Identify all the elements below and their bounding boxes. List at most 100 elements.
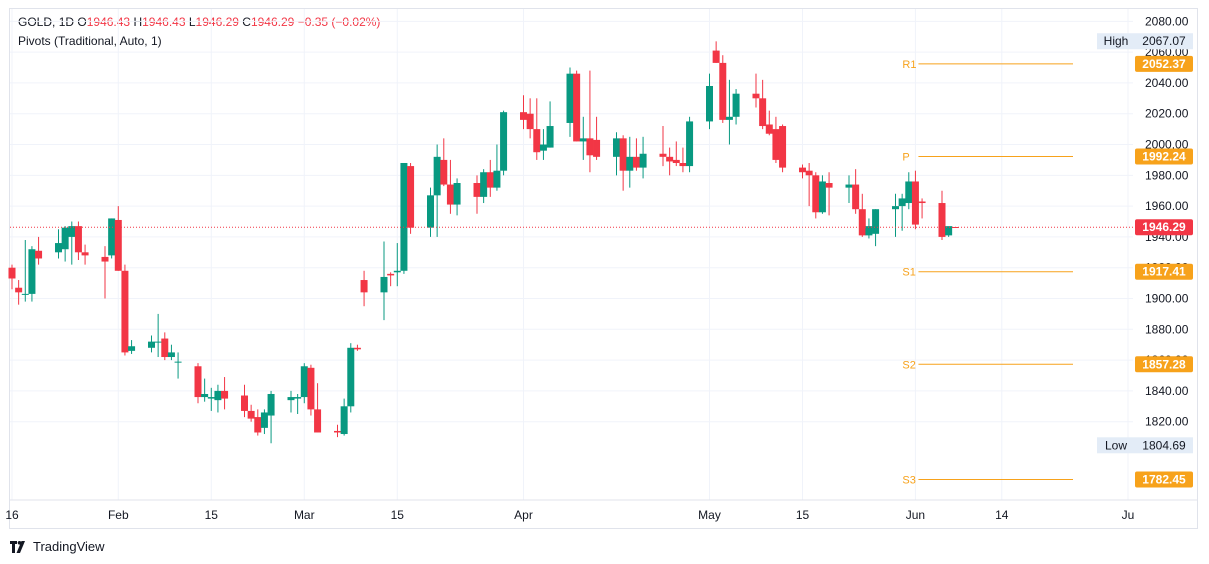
indicator-legend[interactable]: Pivots (Traditional, Auto, 1): [18, 34, 162, 48]
candle-body[interactable]: [440, 159, 448, 185]
candle-body[interactable]: [672, 159, 680, 163]
candle-body[interactable]: [938, 203, 946, 237]
candle-body[interactable]: [254, 417, 262, 433]
candle-body[interactable]: [221, 390, 229, 399]
candle-body[interactable]: [446, 184, 454, 205]
candle-body[interactable]: [566, 73, 574, 123]
candle-body[interactable]: [858, 209, 866, 236]
candle-body[interactable]: [61, 227, 69, 250]
candle-body[interactable]: [759, 98, 767, 127]
footer-brand[interactable]: TradingView: [33, 539, 105, 554]
candle-body[interactable]: [267, 393, 275, 416]
candle-body[interactable]: [433, 156, 441, 196]
candle-body[interactable]: [400, 162, 408, 271]
candle-body[interactable]: [154, 341, 162, 343]
candle-body[interactable]: [453, 183, 461, 205]
candle-body[interactable]: [818, 181, 826, 213]
candle-body[interactable]: [872, 209, 880, 234]
candle-body[interactable]: [493, 170, 501, 188]
candle-body[interactable]: [387, 273, 395, 276]
candle-body[interactable]: [15, 287, 23, 293]
candle-body[interactable]: [247, 410, 255, 419]
candle-body[interactable]: [706, 85, 713, 122]
candle-body[interactable]: [473, 183, 481, 197]
candle-body[interactable]: [334, 430, 341, 433]
candle-body[interactable]: [719, 62, 727, 120]
candle-body[interactable]: [586, 138, 594, 156]
candle-body[interactable]: [81, 252, 89, 256]
candle-body[interactable]: [114, 219, 122, 271]
candle-body[interactable]: [307, 367, 315, 410]
candle-body[interactable]: [214, 390, 222, 401]
candle-body[interactable]: [520, 112, 527, 120]
candle-body[interactable]: [201, 393, 209, 398]
candle-body[interactable]: [260, 412, 268, 428]
candle-body[interactable]: [679, 162, 687, 167]
candle-body[interactable]: [573, 73, 581, 142]
candle-body[interactable]: [28, 249, 36, 294]
candle-body[interactable]: [121, 270, 129, 353]
candle-body[interactable]: [167, 352, 175, 358]
candle-body[interactable]: [207, 397, 215, 399]
candle-body[interactable]: [174, 361, 182, 363]
candle-body[interactable]: [500, 112, 508, 171]
candle-body[interactable]: [353, 347, 361, 350]
candle-body[interactable]: [546, 126, 554, 148]
candle-body[interactable]: [161, 338, 169, 358]
candle-body[interactable]: [35, 250, 43, 259]
tradingview-logo-icon[interactable]: [10, 540, 28, 553]
candle-body[interactable]: [314, 409, 322, 433]
candle-body[interactable]: [865, 226, 873, 236]
candle-body[interactable]: [639, 153, 647, 168]
candle-body[interactable]: [241, 395, 248, 411]
candle-body[interactable]: [128, 346, 136, 351]
candle-body[interactable]: [619, 138, 627, 171]
candle-body[interactable]: [480, 172, 488, 197]
candle-body[interactable]: [712, 50, 720, 63]
candle-body[interactable]: [825, 183, 833, 188]
legend-symbol[interactable]: GOLD: [18, 15, 53, 29]
candle-body[interactable]: [74, 226, 82, 253]
candle-body[interactable]: [812, 175, 820, 213]
candle-body[interactable]: [393, 270, 401, 273]
candle-body[interactable]: [287, 397, 295, 401]
candle-body[interactable]: [294, 397, 302, 399]
candle-body[interactable]: [626, 156, 634, 171]
legend-interval[interactable]: 1D: [58, 15, 75, 29]
candle-body[interactable]: [805, 170, 813, 176]
candle-body[interactable]: [108, 218, 116, 256]
candlestick-chart[interactable]: R1PS1S2S31820.001840.001860.001880.00190…: [0, 0, 1209, 530]
candle-body[interactable]: [539, 144, 547, 151]
candle-body[interactable]: [779, 126, 787, 168]
candle-body[interactable]: [613, 138, 620, 157]
candle-body[interactable]: [765, 124, 773, 134]
candle-body[interactable]: [347, 347, 355, 407]
candle-body[interactable]: [666, 156, 674, 162]
candle-body[interactable]: [898, 198, 906, 207]
candle-body[interactable]: [752, 93, 760, 99]
candle-body[interactable]: [101, 256, 109, 262]
candle-body[interactable]: [659, 153, 667, 157]
candle-body[interactable]: [360, 280, 368, 293]
candle-body[interactable]: [725, 116, 733, 120]
candle-body[interactable]: [21, 293, 29, 295]
candle-body[interactable]: [686, 121, 694, 167]
candle-body[interactable]: [427, 195, 434, 228]
candle-body[interactable]: [632, 156, 640, 168]
candle-body[interactable]: [799, 167, 806, 173]
candle-body[interactable]: [579, 138, 587, 142]
candle-body[interactable]: [55, 243, 62, 253]
candle-body[interactable]: [845, 184, 853, 188]
candle-body[interactable]: [407, 166, 415, 228]
candle-body[interactable]: [852, 184, 860, 210]
candle-body[interactable]: [486, 172, 494, 188]
candle-body[interactable]: [732, 93, 740, 117]
candle-body[interactable]: [8, 267, 16, 279]
candle-body[interactable]: [148, 341, 155, 348]
candle-body[interactable]: [340, 406, 348, 435]
candle-body[interactable]: [68, 226, 76, 237]
candle-body[interactable]: [911, 181, 919, 225]
candle-body[interactable]: [945, 226, 953, 236]
candle-body[interactable]: [892, 206, 899, 210]
candle-body[interactable]: [300, 366, 308, 398]
